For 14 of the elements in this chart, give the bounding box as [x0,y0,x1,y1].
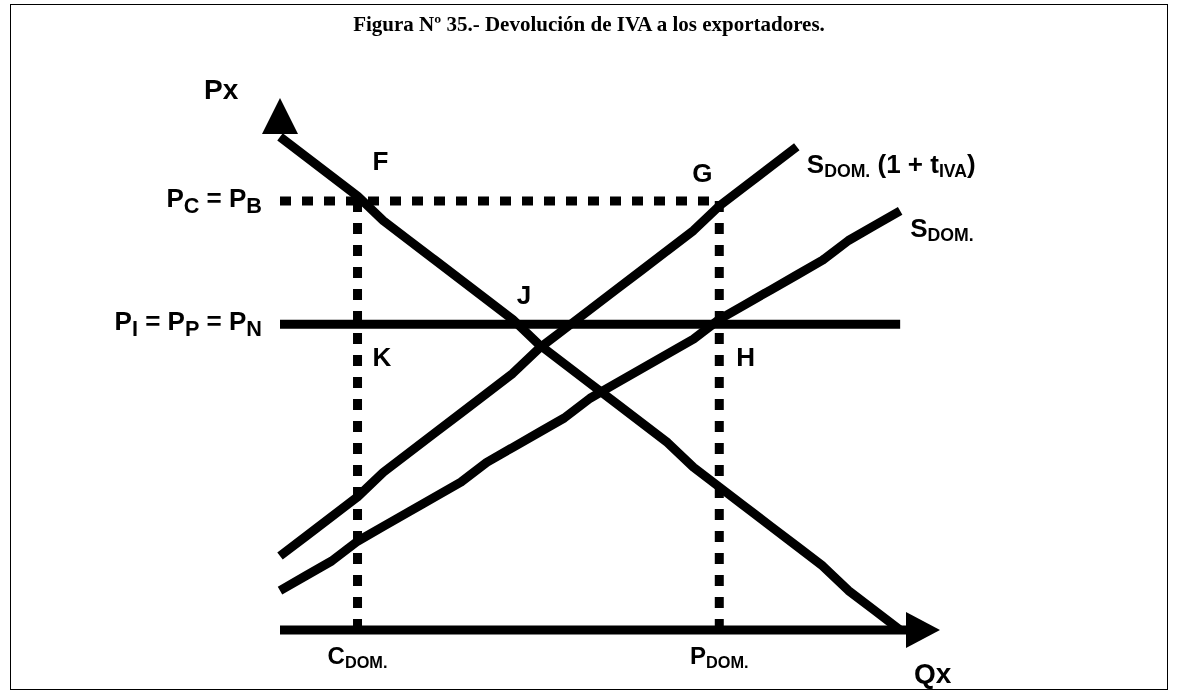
y-axis-title: Px [204,74,239,105]
series-label: S$_{DOM.}$ [910,212,974,245]
chart-title: Figura Nº 35.- Devolución de IVA a los exportadores. [352,12,826,37]
annotation: J [516,280,532,311]
annotation: F [372,146,389,177]
x-tick-label: P$_{DOM.}$ [689,642,749,671]
ref-line-label: P$_{C}$ = P$_{B}$ [166,183,262,219]
x-axis-title: Qx [914,658,952,689]
ref-line-label: P$_{I}$ = P$_{P}$ = P$_{N}$ [114,306,262,342]
x-tick-label: C$_{DOM.}$ [327,642,388,671]
series-label: S$_{DOM.}$ (1 + t$_{IVA}$) [806,148,976,181]
annotation: H [736,342,756,373]
annotation: K [372,342,392,373]
annotation: G [692,158,713,189]
